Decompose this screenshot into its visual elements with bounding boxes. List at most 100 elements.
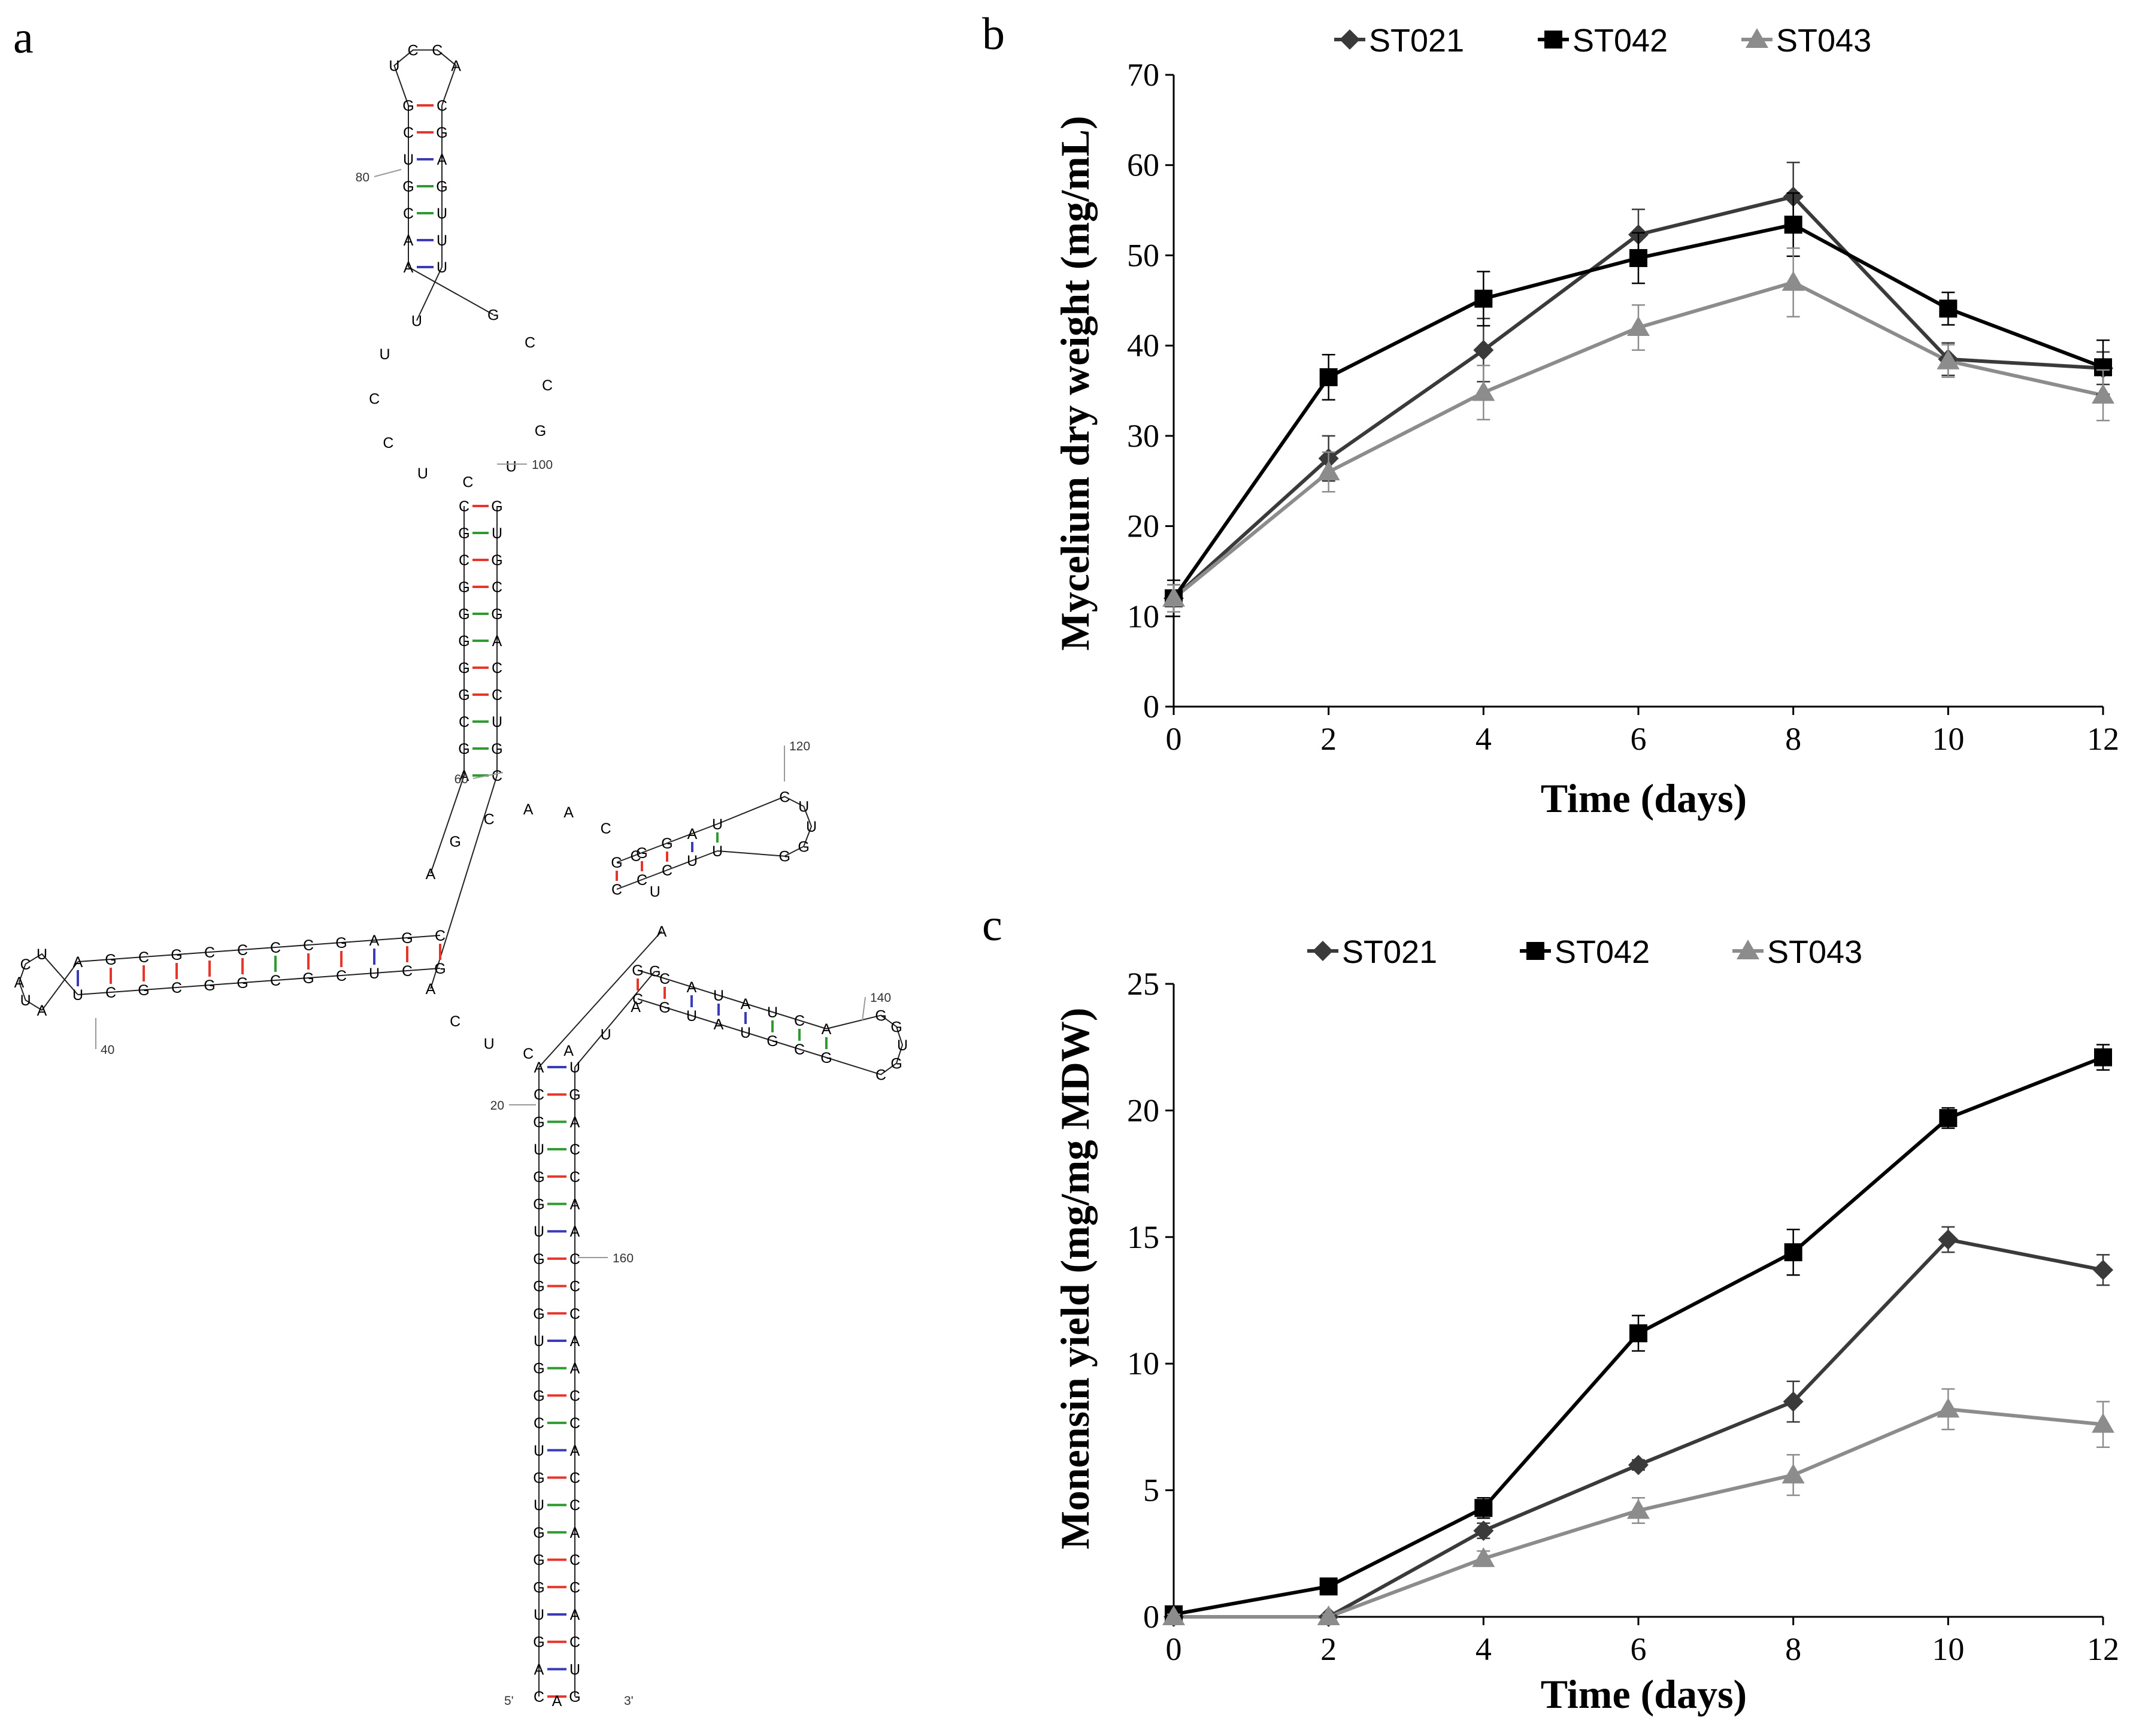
- nucleotide: A: [534, 1059, 544, 1076]
- nucleotide: C: [492, 660, 502, 677]
- nucleotide: A: [492, 633, 502, 650]
- nucleotide: A: [570, 1196, 580, 1213]
- nucleotide: G: [402, 178, 414, 195]
- chart-b: 0 10 20 30 40 50 60 70 0 2 4 6 8 10 12 ST021 ST042 ST043…: [1052, 23, 2119, 821]
- panel-letter-a: a: [13, 13, 34, 63]
- nucleotide: G: [533, 1361, 544, 1377]
- nucleotide: U: [534, 1497, 544, 1514]
- nucleotide: G: [890, 1056, 902, 1072]
- panel-letter-b: b: [982, 9, 1005, 59]
- nucleotide: C: [569, 1634, 580, 1651]
- chart-b-series: [1162, 161, 2114, 617]
- nucleotide: A: [437, 152, 447, 168]
- nucleotide: C: [637, 872, 647, 889]
- data-point-ST043: [1317, 1605, 1340, 1625]
- nucleotide: C: [383, 435, 393, 452]
- data-point-ST042: [1784, 216, 1802, 234]
- nucleotide: U: [380, 346, 390, 363]
- chart-c-ylabel: Monensin yield (mg/mg MDW): [1052, 1008, 1098, 1550]
- nucleotide: U: [417, 465, 428, 482]
- nucleotide: C: [435, 928, 446, 944]
- position-number: 20: [490, 1099, 504, 1113]
- y-tick-label: 70: [1127, 57, 1159, 93]
- nucleotide: U: [534, 1607, 544, 1623]
- nucleotide: G: [449, 834, 460, 850]
- nucleotide: G: [237, 975, 248, 992]
- backbone-segment: [637, 998, 827, 1058]
- nucleotide: C: [632, 991, 643, 1008]
- nucleotide: G: [533, 1169, 544, 1186]
- data-point-ST043: [1162, 1605, 1185, 1625]
- backbone-segment: [538, 931, 662, 1068]
- nucleotide: U: [37, 946, 47, 963]
- five-prime-end: 5': [504, 1694, 514, 1708]
- data-point-ST021: [2093, 1259, 2113, 1280]
- data-point-ST043: [2092, 384, 2114, 404]
- nucleotide: G: [661, 835, 672, 852]
- backbone-segment: [77, 968, 441, 995]
- nucleotide: G: [533, 1579, 544, 1596]
- nucleotide: U: [534, 1223, 544, 1240]
- y-tick-label: 50: [1127, 237, 1159, 273]
- nucleotide: C: [408, 43, 419, 59]
- nucleotide: U: [20, 992, 31, 1009]
- nucleotide: A: [822, 1021, 832, 1038]
- chart-b-axes: 0 10 20 30 40 50 60 70 0 2 4 6 8 10 12: [1127, 57, 2119, 757]
- backbone-segment: [430, 775, 465, 874]
- nucleotide: G: [569, 1087, 580, 1104]
- nucleotide: A: [631, 999, 641, 1016]
- backbone-segment: [430, 775, 498, 989]
- data-point-ST021: [1628, 1455, 1649, 1476]
- backbone-segment: [717, 796, 813, 857]
- y-tick-label: 0: [1143, 689, 1159, 725]
- nucleotide: G: [402, 98, 414, 114]
- nucleotide: G: [533, 1387, 544, 1404]
- nucleotide: A: [687, 979, 697, 996]
- position-number: 100: [532, 458, 553, 472]
- nucleotide: U: [534, 1141, 544, 1158]
- nucleotide: G: [533, 1634, 544, 1651]
- nucleotide: C: [569, 1278, 580, 1295]
- legend-marker-ST043: [1746, 28, 1768, 48]
- nucleotide: U: [806, 819, 817, 835]
- nucleotide: A: [741, 996, 751, 1013]
- nucleotide: C: [569, 1579, 580, 1596]
- nucleotide: G: [105, 952, 116, 968]
- nucleotide: C: [569, 1169, 580, 1186]
- y-tick-label: 25: [1127, 966, 1159, 1002]
- nucleotide: C: [569, 1387, 580, 1404]
- x-tick-label: 8: [1785, 721, 1801, 757]
- number-tick: [374, 169, 402, 177]
- legend-label-ST021: ST021: [1369, 23, 1464, 59]
- chart-c-legend: ST021 ST042 ST043: [1307, 934, 1862, 970]
- nucleotide: G: [171, 947, 182, 964]
- nucleotide: C: [336, 968, 347, 984]
- data-point-ST042: [1939, 1109, 1958, 1128]
- nucleotide: A: [451, 57, 461, 74]
- x-tick-label: 4: [1475, 1631, 1492, 1667]
- x-tick-label: 2: [1320, 1631, 1337, 1667]
- chart-c-axes: 0 5 10 15 20 25 0 2 4 6 8 10 12: [1127, 966, 2119, 1667]
- data-point-ST042: [1939, 299, 1958, 318]
- nucleotide: C: [523, 1046, 534, 1062]
- nucleotide: A: [14, 974, 25, 991]
- nucleotide: G: [659, 999, 670, 1016]
- nucleotide: C: [492, 579, 502, 596]
- nucleotide: U: [897, 1037, 908, 1054]
- nucleotide: C: [569, 1251, 580, 1268]
- nucleotide: A: [687, 826, 698, 843]
- nucleotide: A: [404, 232, 414, 249]
- nucleotide: U: [713, 987, 724, 1004]
- nucleotide: A: [73, 954, 83, 971]
- nucleotide: G: [611, 855, 622, 871]
- chart-b-legend: ST021 ST042 ST043: [1334, 23, 1871, 59]
- data-point-ST042: [1474, 289, 1493, 308]
- nucleotide: G: [798, 838, 809, 855]
- nucleotide: U: [767, 1004, 778, 1021]
- nucleotide: C: [403, 125, 414, 141]
- nucleotide: G: [533, 1114, 544, 1131]
- data-point-ST021: [1783, 1391, 1804, 1412]
- nucleotide: A: [426, 866, 436, 883]
- nucleotide: C: [138, 949, 149, 966]
- nucleotide: G: [401, 930, 413, 947]
